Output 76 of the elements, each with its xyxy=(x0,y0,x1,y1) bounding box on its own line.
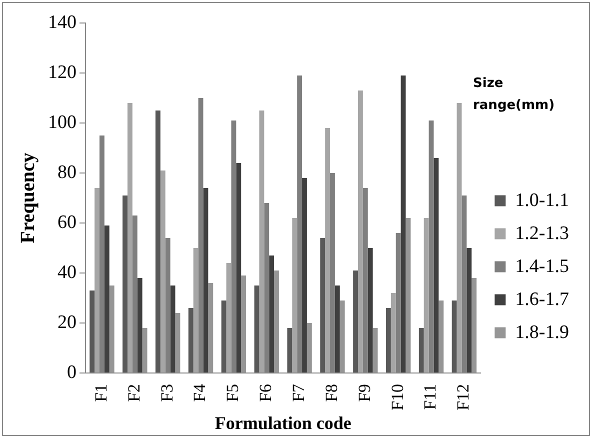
legend-label: 1.0-1.1 xyxy=(515,190,569,211)
legend-title: Size range(mm) xyxy=(473,75,556,115)
bar xyxy=(122,195,128,372)
x-tick-label: F10 xyxy=(388,384,407,410)
bar xyxy=(137,278,142,372)
y-tick-label: 60 xyxy=(58,212,76,233)
bar xyxy=(368,248,373,372)
bar xyxy=(418,328,424,372)
x-tick-label: F7 xyxy=(289,383,308,402)
bar xyxy=(203,188,208,372)
bar xyxy=(155,110,160,372)
bar xyxy=(353,270,358,372)
bar xyxy=(456,102,462,372)
y-axis-title: Frequency xyxy=(17,152,40,244)
bar xyxy=(320,238,326,372)
y-tick-label: 0 xyxy=(67,362,76,383)
x-tick-label: F12 xyxy=(454,384,473,410)
y-tick-label: 80 xyxy=(58,162,76,183)
bar xyxy=(175,312,180,372)
bar xyxy=(188,308,194,372)
bar xyxy=(325,128,330,372)
bar xyxy=(221,300,226,372)
y-tick-label: 140 xyxy=(48,12,76,33)
bar xyxy=(236,162,242,372)
bar xyxy=(269,255,274,372)
bar xyxy=(170,285,176,372)
bar xyxy=(372,328,378,372)
bar xyxy=(90,290,95,372)
x-tick-label: F3 xyxy=(157,384,176,402)
bar xyxy=(94,188,100,372)
legend-label: 1.2-1.3 xyxy=(515,222,569,244)
bar xyxy=(472,278,477,372)
bar xyxy=(386,308,391,372)
x-tick-label: F11 xyxy=(420,384,440,410)
y-tick-label: 40 xyxy=(58,262,76,283)
bar xyxy=(390,292,396,372)
x-tick-label: F6 xyxy=(256,384,276,402)
x-tick-label: F1 xyxy=(91,384,110,402)
bar xyxy=(241,275,246,372)
bar xyxy=(306,322,312,372)
bar xyxy=(127,102,132,372)
bar xyxy=(254,285,260,372)
bar xyxy=(302,178,307,372)
bar xyxy=(193,248,198,372)
bar xyxy=(466,248,472,372)
legend-label: 1.4-1.5 xyxy=(515,256,569,277)
y-tick-label: 100 xyxy=(48,112,76,133)
bar xyxy=(109,285,114,372)
legend-label: 1.6-1.7 xyxy=(515,288,569,310)
legend-label: 1.8-1.9 xyxy=(515,322,569,343)
bar xyxy=(438,300,444,372)
x-tick-label: F5 xyxy=(223,384,242,402)
bar xyxy=(434,158,439,372)
bar xyxy=(334,285,340,372)
bar xyxy=(104,225,110,372)
bar xyxy=(208,282,214,372)
bar xyxy=(400,75,406,372)
x-tick-label: F2 xyxy=(124,384,144,402)
x-tick-label: F8 xyxy=(322,384,341,402)
y-tick-label: 20 xyxy=(58,312,76,333)
bar xyxy=(226,262,232,372)
x-axis-title: Formulation code xyxy=(214,412,352,433)
bar xyxy=(340,300,345,372)
bar xyxy=(142,328,148,372)
bar xyxy=(287,328,292,372)
bar xyxy=(452,300,457,372)
bar xyxy=(406,218,411,372)
bar xyxy=(160,170,166,372)
x-tick-label: F4 xyxy=(190,383,210,402)
bar xyxy=(424,218,429,372)
bar xyxy=(292,218,298,372)
bar xyxy=(274,270,279,372)
bar xyxy=(259,110,264,372)
y-tick-label: 120 xyxy=(48,62,76,83)
x-tick-label: F9 xyxy=(354,384,374,402)
bar xyxy=(358,90,363,372)
